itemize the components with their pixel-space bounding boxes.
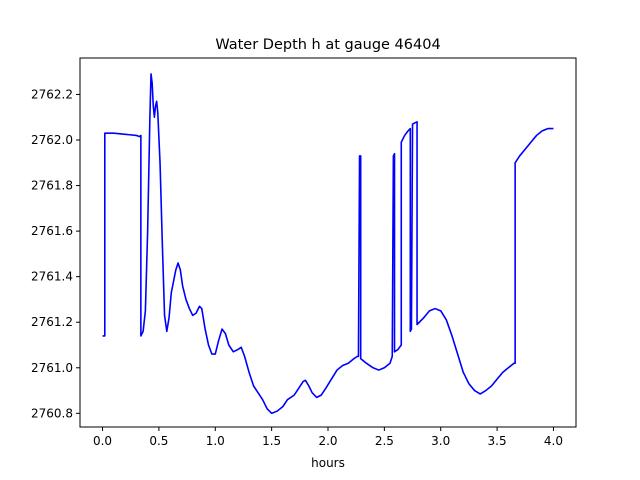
x-axis-label: hours xyxy=(311,456,345,470)
y-tick-label: 2762.2 xyxy=(31,87,73,101)
x-tick-label: 1.5 xyxy=(262,434,281,448)
axes: 0.0 0.5 1.0 1.5 2.0 2.5 3.0 3.5 4.0 2760.8 2761.0 2… xyxy=(31,57,577,448)
series-line-0 xyxy=(102,73,554,415)
plot-area xyxy=(102,73,554,415)
y-tick-label: 2762.0 xyxy=(31,133,73,147)
y-tick-label: 2761.0 xyxy=(31,361,73,375)
x-tick-label: 0.0 xyxy=(93,434,112,448)
x-tick-label: 3.0 xyxy=(431,434,450,448)
y-tick-label: 2761.8 xyxy=(31,179,73,193)
y-tick-label: 2760.8 xyxy=(31,406,73,420)
x-tick-label: 4.0 xyxy=(544,434,563,448)
x-tick-label: 3.5 xyxy=(488,434,507,448)
x-tick-label: 1.0 xyxy=(206,434,225,448)
y-tick-label: 2761.2 xyxy=(31,315,73,329)
y-tick-label: 2761.6 xyxy=(31,224,73,238)
y-tick-label: 2761.4 xyxy=(31,270,73,284)
x-tick-label: 0.5 xyxy=(149,434,168,448)
chart-title: Water Depth h at gauge 46404 xyxy=(215,37,440,53)
x-tick-label: 2.5 xyxy=(375,434,394,448)
x-tick-label: 2.0 xyxy=(318,434,337,448)
